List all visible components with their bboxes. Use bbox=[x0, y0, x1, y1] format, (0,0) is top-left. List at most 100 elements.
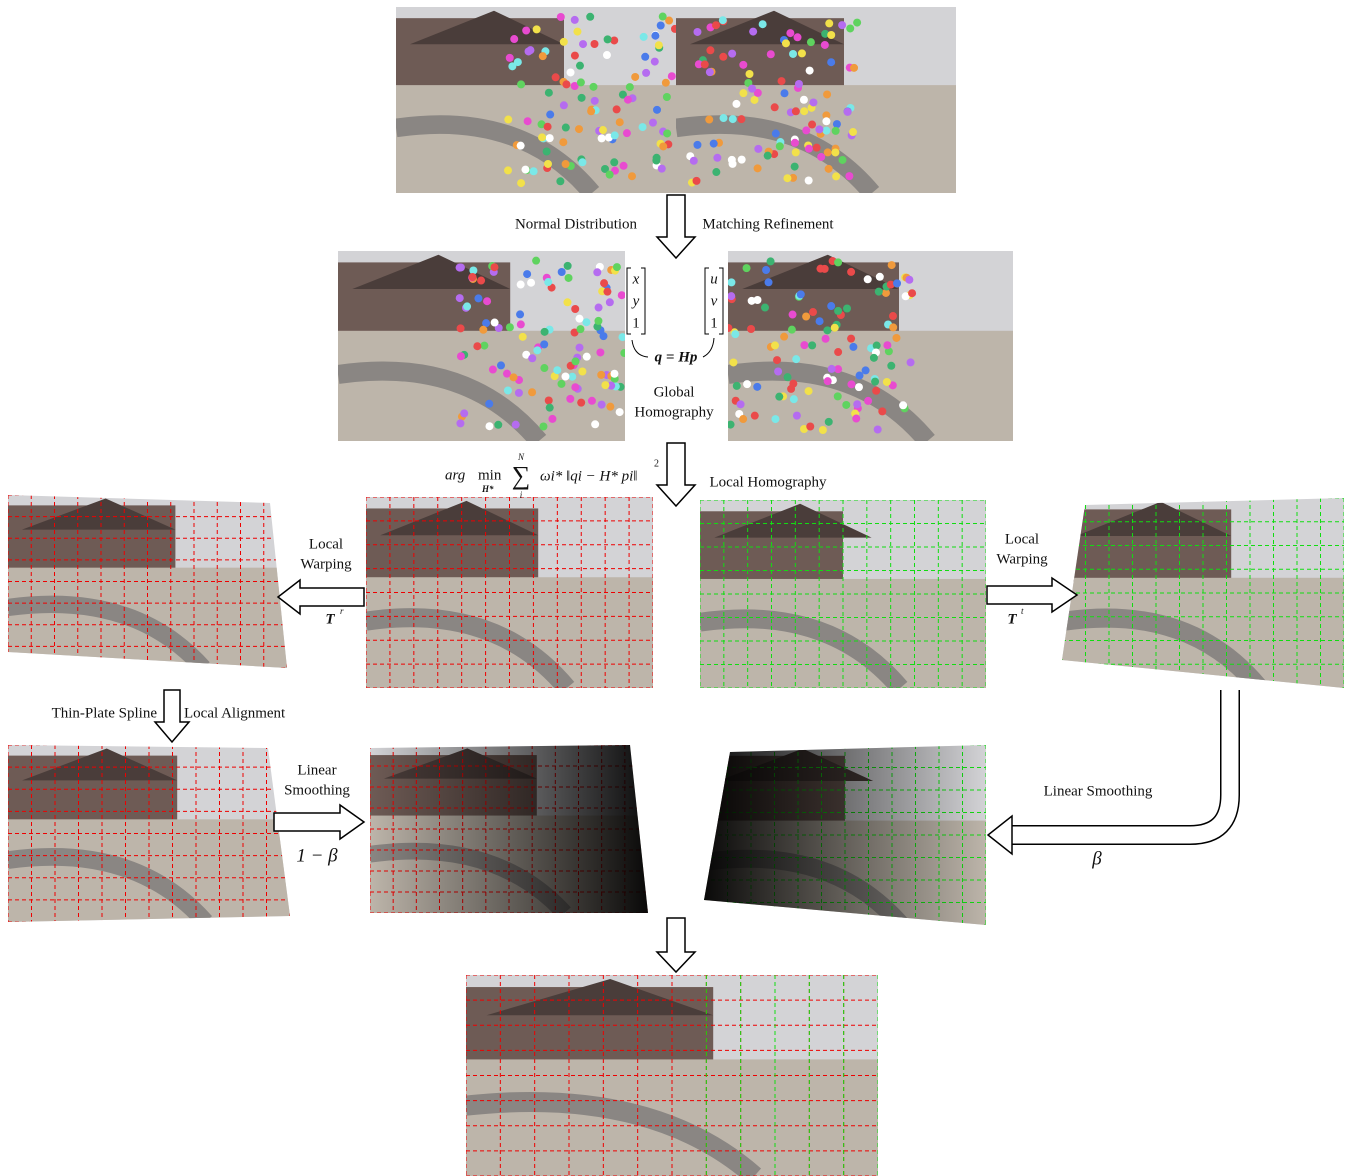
feature-point bbox=[828, 365, 836, 373]
body: Normal Distribution Matching Refinement … bbox=[0, 0, 1351, 1176]
feature-point bbox=[525, 47, 533, 55]
feature-point bbox=[544, 123, 552, 131]
feature-point bbox=[839, 156, 847, 164]
feature-point bbox=[693, 177, 701, 185]
feature-point bbox=[596, 348, 604, 356]
objective-sum-top: N bbox=[517, 452, 525, 462]
feature-point bbox=[593, 268, 601, 276]
feature-point bbox=[872, 387, 880, 395]
feature-point bbox=[713, 154, 721, 162]
feature-point bbox=[739, 89, 747, 97]
objective-arg: arg bbox=[445, 467, 466, 483]
feature-point bbox=[842, 401, 850, 409]
feature-point bbox=[847, 335, 855, 343]
feature-point bbox=[659, 13, 667, 21]
feature-point bbox=[739, 61, 747, 69]
photos bbox=[8, 7, 1344, 1176]
feature-point bbox=[825, 19, 833, 27]
feature-point bbox=[523, 270, 531, 278]
feature-point bbox=[504, 166, 512, 174]
feature-point bbox=[603, 51, 611, 59]
feature-point bbox=[822, 127, 830, 135]
feature-point bbox=[571, 357, 579, 365]
feature-point bbox=[659, 142, 667, 150]
feature-point bbox=[792, 148, 800, 156]
feature-point bbox=[737, 400, 745, 408]
feature-point bbox=[562, 160, 570, 168]
feature-point bbox=[477, 277, 485, 285]
feature-point bbox=[469, 273, 477, 281]
label: Linear Smoothing bbox=[1044, 783, 1153, 799]
feature-point bbox=[594, 317, 602, 325]
weight: 1 − β bbox=[296, 845, 338, 866]
feature-point bbox=[893, 279, 901, 287]
feature-point bbox=[479, 326, 487, 334]
feature-point bbox=[556, 177, 564, 185]
feature-point bbox=[595, 304, 603, 312]
feature-point bbox=[712, 168, 720, 176]
symbol: T bbox=[325, 611, 335, 627]
feature-point bbox=[831, 148, 839, 156]
feature-point bbox=[516, 310, 524, 318]
feature-point bbox=[791, 163, 799, 171]
feature-point bbox=[489, 366, 497, 374]
feature-point bbox=[571, 16, 579, 24]
feature-point bbox=[578, 158, 586, 166]
feature-point bbox=[775, 393, 783, 401]
feature-point bbox=[834, 348, 842, 356]
curved-arrow-inner bbox=[1011, 689, 1230, 835]
feature-point bbox=[620, 162, 628, 170]
feature-point bbox=[832, 127, 840, 135]
feature-point bbox=[510, 373, 518, 381]
feature-point bbox=[639, 123, 647, 131]
symbol-sup: r bbox=[340, 606, 344, 616]
feature-point bbox=[562, 80, 570, 88]
feature-point bbox=[618, 333, 626, 341]
feature-point bbox=[784, 373, 792, 381]
feature-point bbox=[847, 380, 855, 388]
feature-point bbox=[793, 412, 801, 420]
feature-point bbox=[662, 79, 670, 87]
feature-point bbox=[521, 166, 529, 174]
feature-point bbox=[530, 167, 538, 175]
feature-point bbox=[538, 133, 546, 141]
feature-point bbox=[557, 13, 565, 21]
feature-point bbox=[792, 355, 800, 363]
feature-point bbox=[889, 312, 897, 320]
feature-point bbox=[809, 308, 817, 316]
feature-point bbox=[567, 68, 575, 76]
feature-point bbox=[517, 281, 525, 289]
feature-point bbox=[849, 343, 857, 351]
feature-point bbox=[457, 324, 465, 332]
feature-point bbox=[561, 372, 569, 380]
label: Warping bbox=[996, 551, 1048, 567]
feature-point bbox=[613, 105, 621, 113]
feature-point bbox=[599, 332, 607, 340]
feature-point bbox=[548, 415, 556, 423]
feature-point bbox=[546, 111, 554, 119]
feature-point bbox=[553, 366, 561, 374]
symbol: T bbox=[1007, 611, 1017, 627]
photo bbox=[1062, 498, 1344, 688]
feature-point bbox=[864, 275, 872, 283]
feature-point bbox=[800, 107, 808, 115]
feature-point bbox=[825, 418, 833, 426]
feature-point bbox=[663, 129, 671, 137]
feature-point bbox=[887, 362, 895, 370]
feature-point bbox=[519, 333, 527, 341]
objective-power: 2 bbox=[654, 458, 659, 469]
feature-point bbox=[640, 33, 648, 41]
feature-point bbox=[590, 40, 598, 48]
label: Homography bbox=[634, 404, 714, 420]
label: Local Homography bbox=[709, 474, 827, 490]
feature-point bbox=[737, 115, 745, 123]
feature-point bbox=[733, 382, 741, 390]
feature-point bbox=[571, 305, 579, 313]
feature-point bbox=[606, 171, 614, 179]
label: Warping bbox=[300, 556, 352, 572]
feature-point bbox=[508, 62, 516, 70]
feature-point bbox=[824, 377, 832, 385]
label: Global bbox=[654, 384, 695, 400]
feature-point bbox=[578, 367, 586, 375]
feature-point bbox=[774, 367, 782, 375]
